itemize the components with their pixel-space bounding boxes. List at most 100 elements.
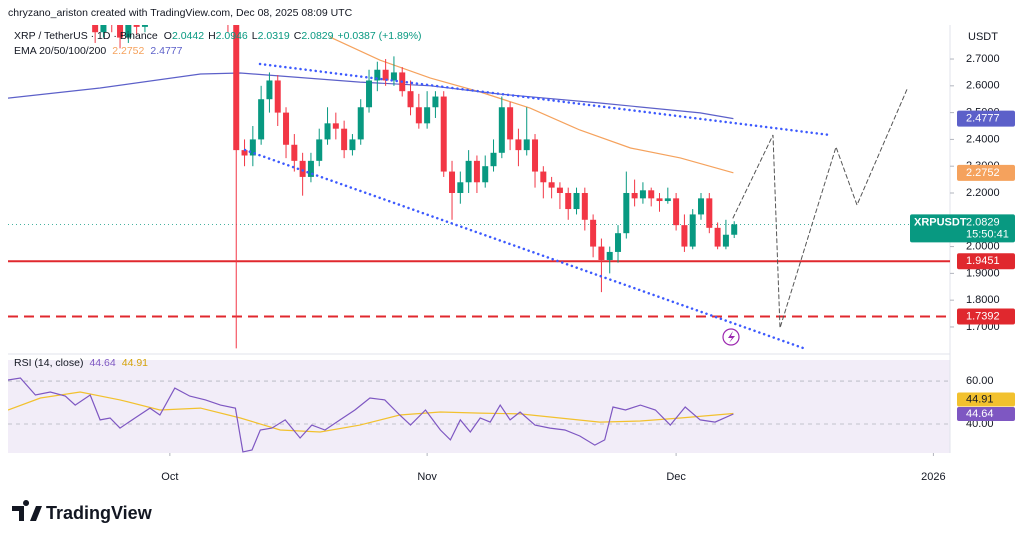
level-price-label-box xyxy=(957,308,1015,325)
rsi-tick-label: 60.00 xyxy=(966,375,994,387)
y-tick-label: 2.0000 xyxy=(966,240,1000,252)
ema-value: 2.4777 xyxy=(150,45,182,57)
candle-body xyxy=(623,192,630,234)
candle-body xyxy=(681,225,688,247)
brand-logo xyxy=(12,500,42,521)
rsi-band xyxy=(8,360,950,453)
y-tick-label: 2.4000 xyxy=(966,133,1000,145)
high-value: 2.0946 xyxy=(216,30,248,42)
level-price-label: 1.7392 xyxy=(966,310,1000,322)
candle-body xyxy=(465,160,472,183)
candle-body xyxy=(532,139,539,172)
candle-body xyxy=(706,198,713,228)
candle-body xyxy=(490,152,497,167)
candle-body xyxy=(366,80,373,108)
candle-body xyxy=(249,139,256,156)
candle-body xyxy=(274,80,281,113)
last-price-label: 2.0829 xyxy=(966,216,1000,228)
close-label: C xyxy=(294,30,302,42)
candle-body xyxy=(133,25,140,27)
event-icon-bolt xyxy=(728,331,735,343)
candle-body xyxy=(515,139,522,151)
candle-body xyxy=(573,192,580,210)
low-value: 2.0319 xyxy=(258,30,290,42)
candle-body xyxy=(498,107,505,153)
ema-price-label: 2.4777 xyxy=(966,112,1000,124)
candle-body xyxy=(266,80,273,100)
rsi-price-label: 44.64 xyxy=(966,408,994,420)
y-tick-label: 2.2000 xyxy=(966,187,1000,199)
candle-body xyxy=(556,187,563,193)
candle-body xyxy=(664,198,671,202)
low-label: L xyxy=(252,30,258,42)
candle-body xyxy=(357,107,364,140)
candle-body xyxy=(457,182,464,193)
brand-name: TradingView xyxy=(46,503,153,523)
candle-body xyxy=(590,219,597,247)
candle-body xyxy=(299,160,306,177)
candle-body xyxy=(424,107,431,124)
candle-body xyxy=(606,251,613,260)
ema-value: 2.2752 xyxy=(112,45,144,57)
rsi-label: RSI (14, close) xyxy=(14,357,83,369)
ema-line xyxy=(8,72,734,120)
last-price-box xyxy=(910,214,1015,243)
candle-body xyxy=(407,91,414,108)
x-tick-label: Oct xyxy=(161,471,178,483)
candle-body xyxy=(390,72,397,81)
brand: TradingView xyxy=(12,500,153,523)
ema-label: EMA 20/50/100/200 xyxy=(14,45,106,57)
candle-body xyxy=(565,192,572,210)
candle-body xyxy=(656,198,663,202)
currency-label: USDT xyxy=(968,31,998,43)
y-tick-label: 2.7000 xyxy=(966,53,1000,65)
candle-body xyxy=(432,96,439,108)
candle-body xyxy=(233,25,240,151)
candle-body xyxy=(324,123,331,140)
candle-body xyxy=(598,246,605,260)
x-tick-label: 2026 xyxy=(921,471,945,483)
x-tick-label: Nov xyxy=(417,471,437,483)
projection-path xyxy=(732,86,909,329)
drawings xyxy=(243,62,909,350)
candle-body xyxy=(523,139,530,151)
candle-body xyxy=(117,25,124,38)
candle-body xyxy=(341,128,348,151)
candle-body xyxy=(125,25,132,38)
candle-body xyxy=(100,25,107,33)
candle-body xyxy=(374,69,381,81)
candle-body xyxy=(241,150,248,156)
candle-body xyxy=(473,160,480,183)
ema-price-label-box xyxy=(957,164,1015,181)
candle-body xyxy=(540,171,547,183)
trendline-lower xyxy=(243,148,805,350)
plot-layer: 2.70002.60002.50002.40002.30002.20002.10… xyxy=(8,25,1015,483)
candle-body xyxy=(507,107,514,140)
candle-body xyxy=(731,224,738,235)
candle-body xyxy=(92,25,99,33)
level-price-label-box xyxy=(957,253,1015,270)
symbol-legend: XRP / TetherUS · 1D · Binance O2.0442 H2.0… xyxy=(14,30,422,42)
ema-legend: EMA 20/50/100/200 2.2752 2.4777 xyxy=(14,45,183,57)
candle-body xyxy=(316,139,323,161)
candle-body xyxy=(440,96,447,172)
trendline-upper xyxy=(258,62,832,137)
candle-body xyxy=(648,190,655,199)
y-tick-label: 1.8000 xyxy=(966,294,1000,306)
candle-body xyxy=(548,182,555,188)
ema-price-label-box xyxy=(957,110,1015,127)
candle-body xyxy=(382,69,389,81)
candle-body xyxy=(615,233,622,252)
candle-body xyxy=(722,234,729,247)
candle-body xyxy=(689,214,696,247)
candle-body xyxy=(307,160,314,177)
ema-line xyxy=(329,36,734,174)
candle-body xyxy=(283,112,290,145)
rsi-ma-line xyxy=(8,391,734,433)
y-tick-label: 1.9000 xyxy=(966,267,1000,279)
author-note: chryzano_ariston created with TradingVie… xyxy=(8,7,353,19)
y-tick-label: 2.6000 xyxy=(966,80,1000,92)
candle-body xyxy=(449,171,456,193)
ticker-label: XRPUSDT xyxy=(914,216,967,228)
